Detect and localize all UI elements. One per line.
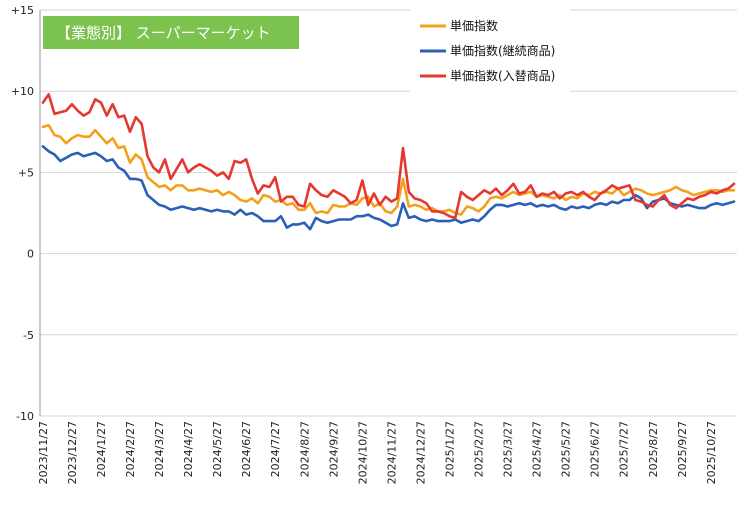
x-tick-label: 2024/6/27 [240,421,253,477]
legend-label-2: 単価指数(継続商品) [450,43,555,58]
x-tick-label: 2024/9/27 [327,421,340,477]
series-line-1 [41,124,736,216]
legend-label-3: 単価指数(入替商品) [450,68,555,83]
x-tick-label: 2024/5/27 [211,421,224,477]
y-tick-label: +5 [18,166,34,179]
x-tick-label: 2025/6/27 [589,421,602,477]
chart-title-box: 【業態別】 スーパーマーケット [43,16,299,49]
x-tick-label: 2025/9/27 [676,421,689,477]
y-tick-label: -5 [23,329,34,342]
x-tick-label: 2024/3/27 [153,421,166,477]
y-tick-label: -10 [16,410,34,423]
series-lines [41,93,736,231]
x-tick-label: 2025/4/27 [531,421,544,477]
x-tick-label: 2023/12/27 [66,421,79,484]
legend-label-1: 単価指数 [450,18,498,33]
y-tick-label: +10 [11,85,34,98]
y-tick-label: +15 [11,4,34,17]
x-tick-label: 2025/2/27 [473,421,486,477]
x-tick-label: 2025/5/27 [560,421,573,477]
x-tick-label: 2024/8/27 [298,421,311,477]
series-line-2 [41,145,736,231]
x-tick-label: 2025/1/27 [443,421,456,477]
x-tick-label: 2024/4/27 [182,421,195,477]
x-tick-label: 2024/12/27 [414,421,427,484]
x-tick-label: 2024/10/27 [356,421,369,484]
x-tick-label: 2024/7/27 [269,421,282,477]
x-tick-label: 2024/11/27 [385,421,398,484]
chart-title-background [43,16,299,49]
x-tick-label: 2024/2/27 [124,421,137,477]
y-tick-label: 0 [27,248,34,261]
x-tick-label: 2025/10/27 [705,421,718,484]
x-tick-label: 2023/11/27 [37,421,50,484]
x-tick-label: 2024/1/27 [95,421,108,477]
gridlines [39,9,737,417]
x-tick-label: 2025/8/27 [647,421,660,477]
chart-title: 【業態別】 スーパーマーケット [56,24,271,42]
y-axis-tick-labels: +15 +10 +5 0 -5 -10 [11,4,34,423]
x-tick-label: 2025/7/27 [618,421,631,477]
x-tick-label: 2025/3/27 [502,421,515,477]
series-line-3 [41,93,736,220]
x-axis-tick-labels: 2023/11/27 2023/12/27 2024/1/27 2024/2/27 20… [37,421,718,484]
